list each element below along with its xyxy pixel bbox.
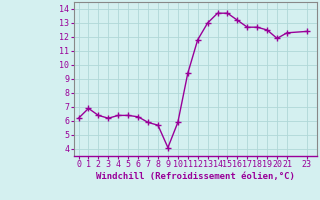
X-axis label: Windchill (Refroidissement éolien,°C): Windchill (Refroidissement éolien,°C): [96, 172, 295, 181]
